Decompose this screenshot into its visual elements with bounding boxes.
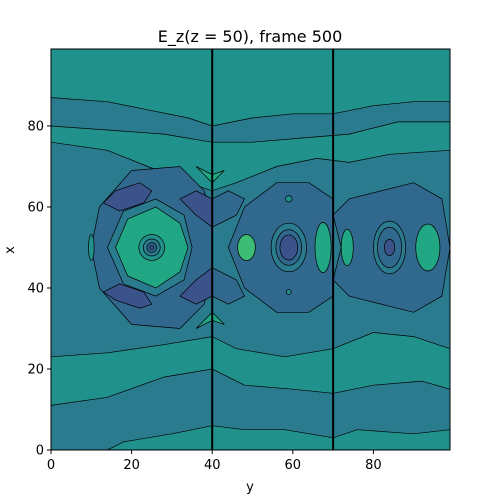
- contour-band-2: [51, 332, 450, 406]
- plot-frame: [50, 48, 451, 451]
- y-axis-title: x: [3, 246, 18, 254]
- contour-right-light-left: [340, 228, 354, 267]
- contour-mid-light: [237, 234, 256, 261]
- y-tick-label: 20: [27, 362, 44, 377]
- contour-mid-right-light: [314, 222, 332, 273]
- contour-petal-upper: [102, 182, 153, 212]
- x-tick-label: 0: [47, 458, 55, 473]
- contour-band-1: [51, 425, 450, 450]
- x-tick-label: 20: [123, 458, 140, 473]
- y-tick-label: 40: [27, 281, 44, 296]
- contour-mid-core: [279, 234, 299, 261]
- contour-tip-top: [195, 166, 225, 184]
- contour-mid-dot-bottom: [286, 289, 292, 295]
- contour-tip-bottom: [195, 311, 225, 329]
- plot-area: [51, 49, 450, 450]
- x-tick-label: 40: [204, 458, 221, 473]
- y-tick-label: 60: [27, 200, 44, 215]
- x-axis-title: y: [246, 480, 254, 495]
- contour-right-light: [415, 223, 441, 272]
- y-tick-label: 80: [27, 119, 44, 134]
- contour-mid-dot-top: [285, 195, 293, 203]
- contour-petal-lower: [102, 283, 153, 309]
- contour-small-left: [88, 234, 95, 261]
- source-point: [149, 245, 155, 250]
- contour-band-3: [51, 49, 450, 127]
- contour-right-core: [383, 239, 396, 256]
- x-tick-label: 60: [285, 458, 302, 473]
- chart-title: E_z(z = 50), frame 500: [158, 27, 343, 47]
- x-tick-label: 80: [365, 458, 382, 473]
- y-tick-label: 0: [36, 444, 44, 459]
